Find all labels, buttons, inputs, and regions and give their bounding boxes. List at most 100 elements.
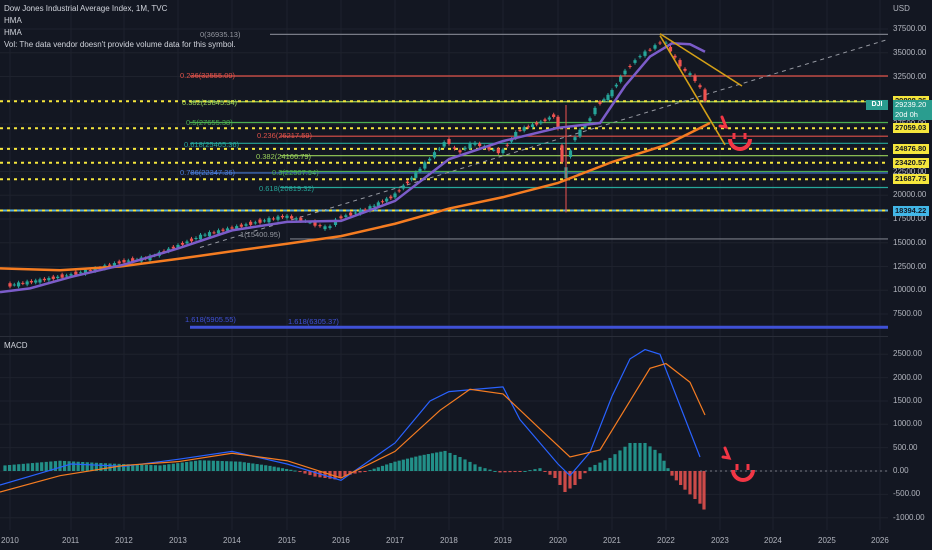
macd-histogram-bar [643, 442, 647, 471]
candle [308, 222, 312, 224]
macd-histogram-bar [613, 454, 617, 471]
candle [79, 272, 83, 274]
macd-histogram-bar [259, 464, 264, 471]
candle [276, 216, 280, 220]
candle [473, 142, 477, 145]
macd-histogram-bar [255, 464, 259, 471]
macd-histogram-bar [220, 461, 224, 471]
candle [410, 177, 414, 180]
macd-histogram-bar [140, 464, 144, 471]
pane-separator[interactable] [0, 336, 888, 337]
volume-note: Vol: The data vendor doesn't provide vol… [4, 40, 236, 49]
candle [573, 137, 577, 141]
candle [117, 261, 121, 264]
time-tick-label: 2020 [549, 536, 567, 545]
macd-histogram-bar [99, 463, 103, 471]
candle [203, 234, 207, 236]
symbol-badge: DJI [866, 100, 888, 110]
fib-label: 1.618(6305.37) [288, 317, 339, 326]
candle [583, 125, 587, 128]
macd-histogram-bar [308, 471, 312, 476]
macd-histogram-bar [439, 451, 443, 471]
macd-histogram-bar [468, 461, 472, 471]
hma-indicator-label-1[interactable]: HMA [4, 16, 22, 25]
macd-histogram-bar [662, 460, 666, 471]
price-tag: 21687.75 [893, 174, 929, 185]
price-tick-label: 7500.00 [893, 309, 922, 318]
macd-histogram-bar [40, 462, 44, 471]
candle [313, 221, 317, 226]
candle [496, 148, 500, 154]
macd-histogram-bar [670, 471, 674, 476]
macd-histogram-bar [58, 460, 62, 471]
macd-histogram-bar [389, 463, 393, 471]
candle [258, 219, 262, 223]
candle [478, 143, 482, 147]
currency-label: USD [893, 4, 910, 13]
macd-histogram-bar [246, 462, 251, 471]
candle [568, 150, 573, 157]
candle [207, 232, 212, 237]
fib-label: 0.618(25465.36) [184, 140, 240, 149]
macd-histogram-bar [653, 449, 657, 471]
macd-histogram-bar [94, 462, 98, 471]
candle [560, 145, 564, 162]
macd-tick-label: 2500.00 [893, 349, 922, 359]
candle [653, 45, 657, 49]
macd-histogram-bar [422, 454, 426, 471]
candle [249, 221, 253, 225]
candle [299, 217, 303, 222]
time-tick-label: 2023 [711, 536, 729, 545]
annotation-curve [728, 138, 752, 151]
candle [21, 282, 25, 284]
macd-histogram-bar [198, 460, 202, 471]
candle [271, 218, 276, 220]
macd-histogram-bar [538, 468, 542, 471]
macd-histogram-bar [280, 468, 285, 471]
macd-histogram-bar [72, 461, 76, 471]
candle [526, 126, 530, 128]
fib-label: 0.618(20819.32) [259, 184, 315, 193]
candle [244, 224, 248, 226]
time-tick-label: 2018 [440, 536, 458, 545]
macd-histogram-bar [238, 461, 242, 471]
macd-histogram-bar [21, 463, 25, 471]
macd-histogram-bar [513, 471, 517, 473]
candle [29, 280, 34, 283]
macd-histogram-bar [658, 453, 662, 471]
macd-histogram-bar [268, 465, 272, 471]
macd-histogram-bar [149, 465, 153, 471]
candle [664, 42, 668, 44]
macd-histogram-bar [53, 461, 58, 471]
macd-histogram-bar [414, 456, 418, 471]
fib-label: 0(36935.13) [200, 30, 241, 39]
macd-histogram-bar [679, 471, 683, 486]
candle [112, 263, 116, 266]
time-tick-label: 2025 [818, 536, 836, 545]
candle [294, 218, 298, 220]
macd-title[interactable]: MACD [4, 341, 28, 350]
hma-indicator-label-2[interactable]: HMA [4, 28, 22, 37]
macd-histogram-bar [397, 460, 401, 471]
macd-histogram-bar [523, 471, 527, 472]
candle [239, 224, 243, 227]
candle [198, 234, 203, 240]
candle [385, 198, 389, 202]
macd-histogram-bar [44, 461, 48, 471]
candle [180, 242, 185, 245]
macd-histogram-bar [376, 467, 380, 471]
candle [328, 226, 332, 228]
price-tick-label: 32500.00 [893, 71, 927, 81]
fib-label: 0.236(26217.59) [257, 131, 313, 140]
macd-histogram-bar [131, 464, 135, 471]
candle [60, 274, 64, 278]
macd-histogram-bar [633, 442, 637, 471]
candle [267, 218, 271, 223]
macd-histogram-bar [568, 471, 572, 489]
macd-histogram-bar [558, 471, 562, 486]
macd-histogram-bar [276, 467, 280, 471]
candle [290, 216, 294, 219]
macd-histogram-bar [618, 450, 622, 471]
candle [51, 276, 55, 279]
